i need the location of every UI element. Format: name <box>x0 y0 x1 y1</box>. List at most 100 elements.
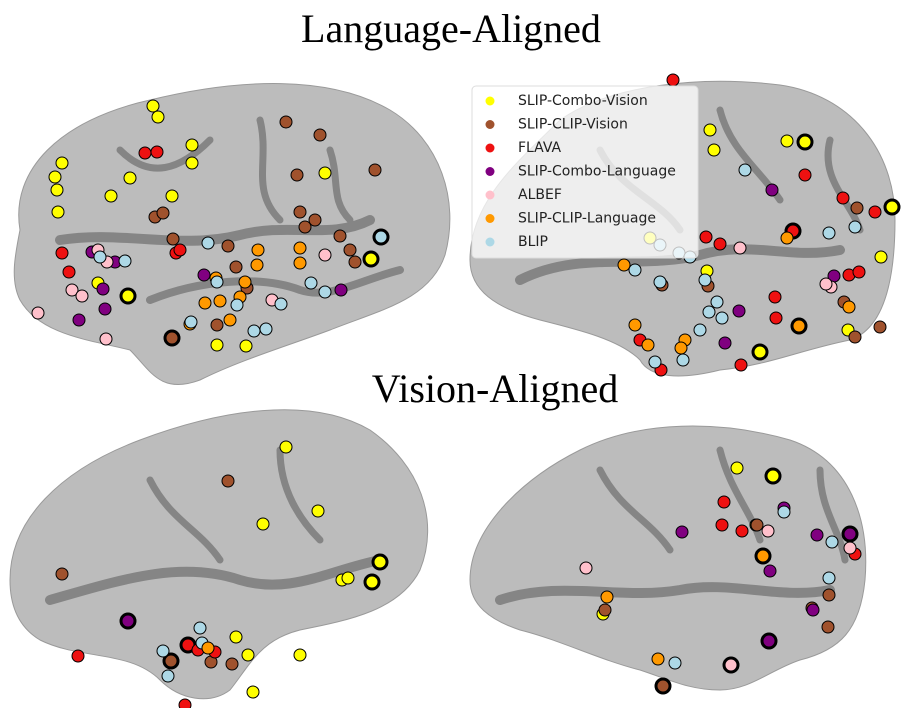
electrode-dot <box>852 265 866 279</box>
electrode-dot <box>764 467 782 485</box>
electrode-dot <box>761 524 775 538</box>
electrode-dot <box>693 323 707 337</box>
electrode-dot <box>873 320 887 334</box>
electrode-dot <box>668 656 682 670</box>
electrode-dot <box>600 590 614 604</box>
electrode-dot <box>722 656 740 674</box>
legend-label: ALBEF <box>518 187 562 203</box>
electrode-dot <box>735 524 749 538</box>
electrode-dot <box>674 341 688 355</box>
electrode-dot <box>842 300 856 314</box>
electrode-dot <box>715 518 729 532</box>
electrode-dot <box>874 250 888 264</box>
electrode-dot <box>648 355 662 369</box>
electrode-dot <box>734 358 748 372</box>
electrode-dot <box>229 630 243 644</box>
electrode-dot <box>822 571 836 585</box>
electrode-dot <box>123 171 137 185</box>
electrode-dot <box>251 243 265 257</box>
electrode-dot <box>98 302 112 316</box>
electrode-dot <box>193 621 207 635</box>
electrode-dot <box>178 698 192 708</box>
electrode-dot <box>341 571 355 585</box>
electrode-dot <box>318 166 332 180</box>
electrode-dot <box>162 652 180 670</box>
electrode-dot <box>707 143 721 157</box>
electrode-dot <box>848 330 862 344</box>
electrode-dot <box>166 232 180 246</box>
electrode-dot <box>247 324 261 338</box>
electrode-dot <box>230 298 244 312</box>
electrode-dot <box>161 669 175 683</box>
electrode-dot <box>197 268 211 282</box>
electrode-dot <box>225 657 239 671</box>
electrode-dot <box>55 567 69 581</box>
legend-marker <box>485 237 495 247</box>
electrode-dot <box>760 632 778 650</box>
electrode-dot <box>371 553 389 571</box>
electrode-dot <box>256 517 270 531</box>
electrode-dot <box>201 236 215 250</box>
electrode-dot <box>368 163 382 177</box>
electrode-dot <box>372 228 390 246</box>
electrode-dot <box>796 133 814 151</box>
electrode-dot <box>308 213 322 227</box>
electrode-dot <box>675 525 689 539</box>
electrode-dot <box>118 254 132 268</box>
electrode-dot <box>768 290 782 304</box>
electrode-dot <box>343 243 357 257</box>
brain-bottom-right <box>469 425 867 691</box>
electrode-dot <box>62 265 76 279</box>
electrode-dot <box>293 648 307 662</box>
electrode-dot <box>75 289 89 303</box>
electrode-dot <box>676 353 690 367</box>
electrode-dot <box>51 205 65 219</box>
electrode-dot <box>850 201 864 215</box>
electrode-dot <box>104 189 118 203</box>
legend-label: SLIP-Combo-Vision <box>518 93 648 109</box>
electrode-dot <box>710 295 724 309</box>
electrode-dot <box>279 440 293 454</box>
electrode-dot <box>765 183 779 197</box>
electrode-dot <box>48 170 62 184</box>
electrode-dot <box>119 287 137 305</box>
electrode-dot <box>348 255 362 269</box>
electrode-dot <box>703 123 717 137</box>
legend-marker <box>485 167 495 176</box>
electrode-dot <box>259 322 273 336</box>
electrode-dot <box>151 110 165 124</box>
electrode-dot <box>751 343 769 361</box>
electrode-dot <box>769 311 783 325</box>
electrode-dot <box>848 220 862 234</box>
legend-marker <box>485 190 495 200</box>
electrode-dot <box>293 256 307 270</box>
electrode-dot <box>72 313 86 327</box>
electrode-dot <box>698 273 712 287</box>
electrode-dot <box>750 518 764 532</box>
electrode-dot <box>666 73 680 87</box>
electrode-dot <box>198 296 212 310</box>
electrode-dots <box>31 73 901 708</box>
legend-marker <box>485 96 495 106</box>
legend-label: BLIP <box>518 234 548 250</box>
electrode-dot <box>223 313 237 327</box>
electrode-dot <box>641 338 655 352</box>
electrode-dot <box>730 461 744 475</box>
electrode-dot <box>810 528 824 542</box>
electrode-dot <box>31 306 45 320</box>
electrode-dot <box>362 250 380 268</box>
electrode-dot <box>806 603 820 617</box>
legend: SLIP-Combo-Vision SLIP-CLIP-Vision FLAVA SL… <box>471 85 699 259</box>
electrode-dot <box>883 198 901 216</box>
electrode-dot <box>55 156 69 170</box>
electrode-dot <box>163 329 181 347</box>
electrode-dot <box>333 229 347 243</box>
electrode-dot <box>239 339 253 353</box>
electrode-dot <box>210 338 224 352</box>
electrode-dot <box>221 239 235 253</box>
electrode-dot <box>777 505 791 519</box>
electrode-dot <box>780 134 794 148</box>
electrode-dot <box>184 315 198 329</box>
electrode-dot <box>293 205 307 219</box>
electrode-dot <box>798 168 812 182</box>
